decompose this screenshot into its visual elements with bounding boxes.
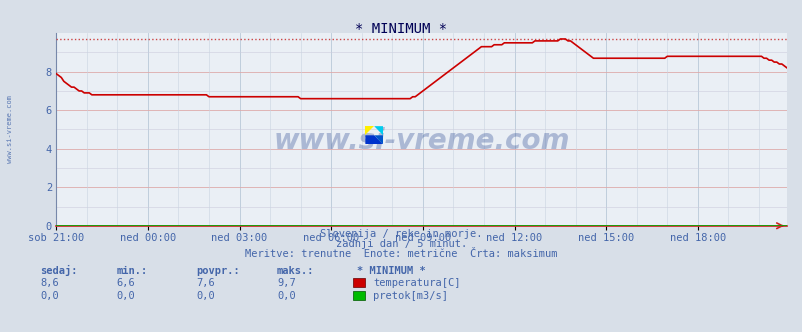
Text: 9,7: 9,7 xyxy=(277,278,295,288)
Polygon shape xyxy=(374,135,383,144)
Text: 0,0: 0,0 xyxy=(116,291,135,301)
Text: Slovenija / reke in morje.: Slovenija / reke in morje. xyxy=(320,229,482,239)
Text: 7,6: 7,6 xyxy=(196,278,215,288)
Text: maks.:: maks.: xyxy=(277,266,314,276)
Text: * MINIMUM *: * MINIMUM * xyxy=(355,22,447,36)
Text: www.si-vreme.com: www.si-vreme.com xyxy=(7,96,14,163)
Polygon shape xyxy=(365,135,383,144)
Text: 8,6: 8,6 xyxy=(40,278,59,288)
Polygon shape xyxy=(365,126,374,135)
Text: sedaj:: sedaj: xyxy=(40,265,78,276)
Text: Meritve: trenutne  Enote: metrične  Črta: maksimum: Meritve: trenutne Enote: metrične Črta: … xyxy=(245,249,557,259)
Text: 0,0: 0,0 xyxy=(277,291,295,301)
Polygon shape xyxy=(374,126,383,135)
Text: 0,0: 0,0 xyxy=(40,291,59,301)
Text: 0,0: 0,0 xyxy=(196,291,215,301)
Text: povpr.:: povpr.: xyxy=(196,266,240,276)
Text: * MINIMUM *: * MINIMUM * xyxy=(357,266,426,276)
Text: pretok[m3/s]: pretok[m3/s] xyxy=(373,291,448,301)
Text: zadnji dan / 5 minut.: zadnji dan / 5 minut. xyxy=(335,239,467,249)
Text: temperatura[C]: temperatura[C] xyxy=(373,278,460,288)
Text: 6,6: 6,6 xyxy=(116,278,135,288)
Text: min.:: min.: xyxy=(116,266,148,276)
Text: www.si-vreme.com: www.si-vreme.com xyxy=(273,127,569,155)
